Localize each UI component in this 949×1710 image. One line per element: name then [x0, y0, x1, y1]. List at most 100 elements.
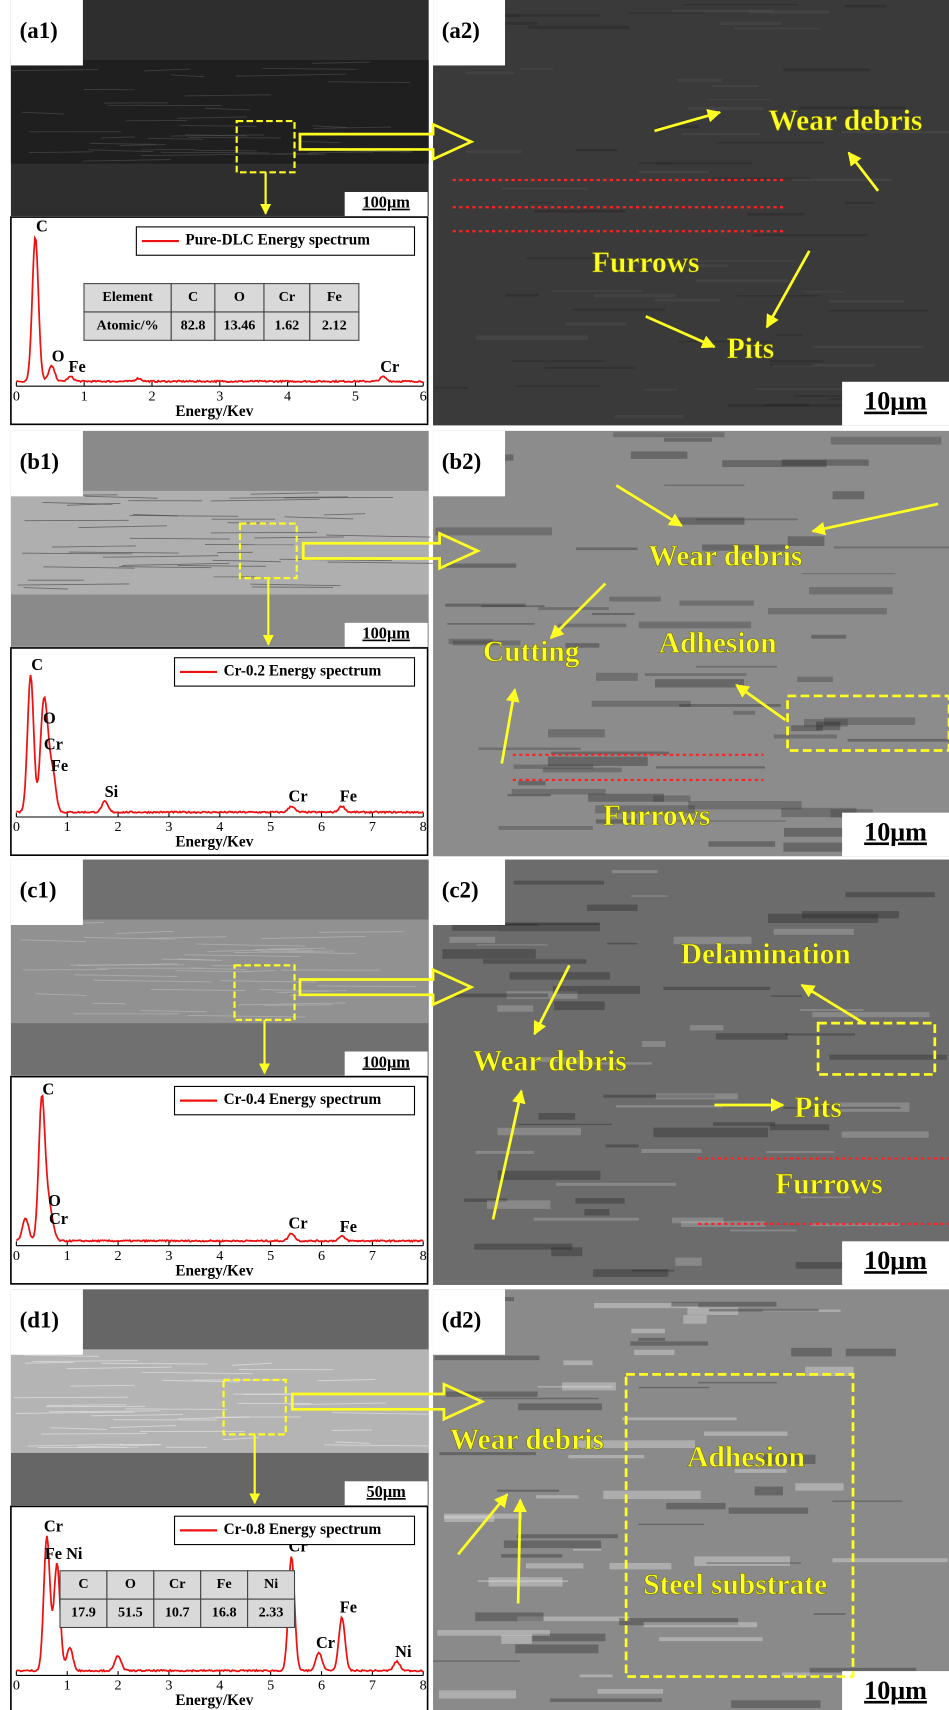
texture: [527, 202, 554, 203]
texture: [161, 152, 269, 153]
texture: [713, 85, 759, 87]
texture: [791, 1348, 832, 1357]
texture: [553, 986, 640, 994]
annotation: Furrows: [603, 800, 710, 832]
texture: [252, 587, 333, 588]
texture: [446, 564, 516, 568]
texture: [634, 1350, 674, 1355]
texture: [482, 1398, 598, 1399]
texture: [565, 323, 626, 326]
texture: [829, 310, 928, 312]
scale-bar: 100μm: [362, 624, 410, 643]
texture: [708, 841, 775, 846]
texture: [433, 1660, 519, 1661]
texture: [498, 1128, 581, 1135]
x-tick-label: 3: [165, 819, 172, 835]
texture: [572, 309, 665, 311]
texture: [770, 1124, 829, 1130]
texture: [656, 766, 765, 768]
texture: [501, 1554, 562, 1558]
texture: [682, 133, 760, 135]
texture: [497, 1490, 559, 1492]
texture: [656, 162, 752, 164]
texture: [642, 1041, 666, 1047]
x-tick-label: 1: [64, 1678, 71, 1694]
texture: [507, 794, 550, 796]
peak-label: Cr: [380, 357, 399, 376]
panel-row: (c1)(c2)100μm10μmDelaminationWear debris…: [11, 860, 949, 1285]
texture: [538, 1386, 612, 1388]
x-tick-label: 7: [369, 819, 376, 835]
texture: [594, 294, 676, 297]
texture: [607, 943, 637, 944]
texture: [768, 914, 878, 923]
scale-bar: 10μm: [864, 1246, 927, 1275]
scale-bar: 10μm: [864, 387, 927, 416]
texture: [694, 260, 796, 262]
texture: [434, 387, 469, 389]
texture: [515, 1644, 598, 1653]
x-axis-label: Energy/Kev: [175, 1692, 253, 1709]
texture: [631, 895, 668, 896]
panel-label: (a1): [20, 18, 58, 43]
x-tick-label: 5: [352, 388, 359, 404]
x-axis-label: Energy/Kev: [175, 1262, 253, 1279]
table-text: Element: [102, 289, 153, 305]
scale-bar: 100μm: [362, 193, 410, 212]
panel-row: (a1)(a2)100μm10μmWear debrisFurrowsPits0…: [11, 0, 949, 425]
texture: [465, 72, 514, 75]
texture: [476, 338, 588, 340]
texture: [437, 1630, 550, 1636]
texture: [641, 1149, 701, 1153]
annotation: Furrows: [592, 247, 699, 279]
x-tick-label: 2: [115, 1248, 122, 1264]
texture: [829, 300, 905, 302]
x-tick-label: 8: [420, 1248, 427, 1264]
texture: [606, 1144, 639, 1147]
figure-body: (a1)(a2)100μm10μmWear debrisFurrowsPits0…: [11, 0, 949, 1710]
texture: [846, 1349, 896, 1357]
figure: (a1)(a2)100μm10μmWear debrisFurrowsPits0…: [0, 0, 949, 1710]
table-text: 13.46: [223, 317, 255, 333]
peak-label: Cr: [49, 1209, 68, 1228]
texture: [613, 432, 724, 437]
texture: [728, 404, 809, 407]
peak-label: O: [52, 347, 65, 366]
x-tick-label: 1: [64, 819, 71, 835]
x-tick-label: 6: [318, 819, 325, 835]
texture: [563, 1360, 592, 1365]
texture: [512, 360, 604, 361]
texture: [813, 346, 924, 349]
texture: [774, 929, 854, 935]
table-text: Cr: [169, 1576, 186, 1592]
texture: [709, 1309, 819, 1312]
legend-label: Cr-0.2 Energy spectrum: [224, 662, 382, 679]
peak-label: Cr: [44, 1517, 63, 1536]
texture: [517, 1534, 618, 1538]
texture: [805, 291, 844, 293]
texture: [506, 294, 539, 296]
table-text: 17.9: [71, 1605, 96, 1621]
x-tick-label: 6: [318, 1248, 325, 1264]
texture: [616, 1105, 723, 1107]
texture: [694, 1556, 790, 1566]
texture: [587, 905, 638, 911]
texture: [592, 701, 691, 707]
table-text: Fe: [217, 1576, 232, 1592]
texture: [666, 1503, 725, 1509]
texture: [476, 1151, 534, 1154]
texture: [783, 68, 869, 71]
panel-label: (c1): [20, 878, 57, 903]
scale-bar: 10μm: [864, 817, 927, 846]
texture: [716, 1033, 788, 1040]
texture: [653, 1128, 768, 1138]
texture: [795, 1483, 843, 1490]
texture: [663, 987, 770, 990]
texture: [655, 299, 720, 302]
texture: [734, 27, 819, 29]
x-tick-label: 2: [148, 388, 155, 404]
texture: [475, 1612, 543, 1621]
peak-label: O: [43, 709, 56, 728]
texture: [22, 553, 133, 554]
texture: [842, 1131, 929, 1137]
